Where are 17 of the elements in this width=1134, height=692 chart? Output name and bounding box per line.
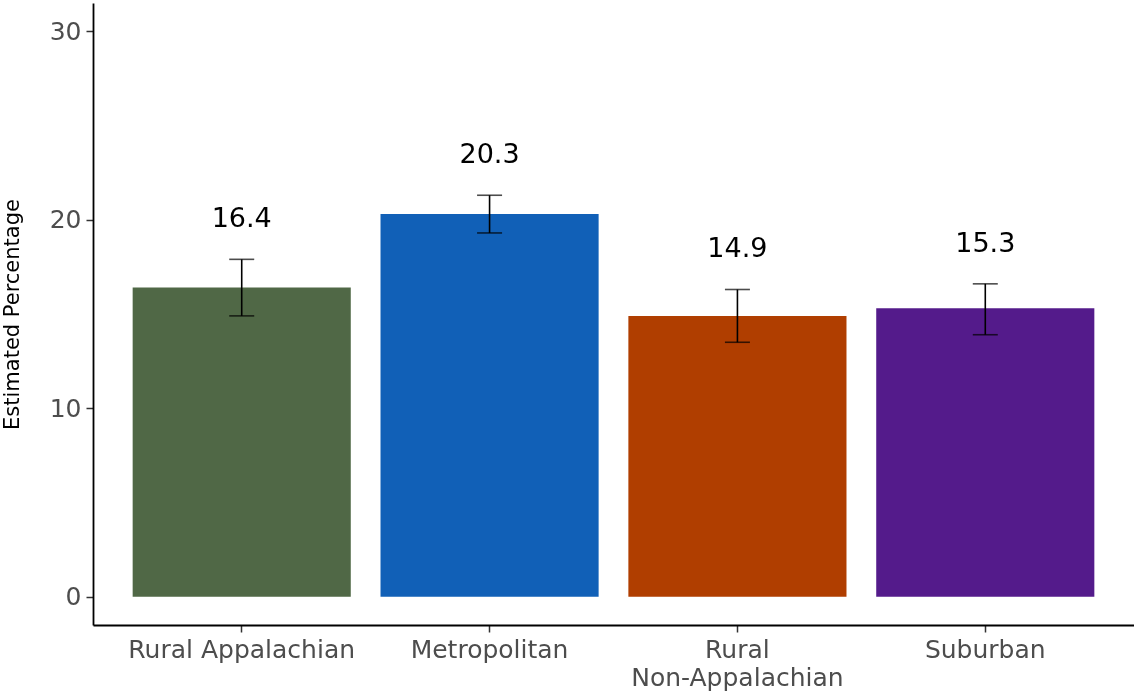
data-label: 15.3 — [955, 226, 1016, 258]
y-tick-label: 0 — [65, 582, 82, 612]
bar — [380, 214, 599, 597]
y-tick-label: 30 — [49, 16, 82, 46]
data-label: 16.4 — [211, 202, 272, 234]
y-tick-label: 20 — [49, 205, 82, 235]
data-label: 14.9 — [707, 232, 768, 264]
y-axis-title: Estimated Percentage — [0, 199, 24, 430]
y-tick-label: 10 — [49, 393, 82, 423]
x-tick-label: Suburban — [924, 634, 1046, 664]
x-tick-label: Rural Non-Appalachian — [631, 634, 844, 692]
data-label: 20.3 — [459, 138, 520, 170]
bar — [876, 308, 1095, 597]
x-tick-label: Metropolitan — [410, 634, 569, 664]
bar — [132, 287, 351, 597]
bar — [628, 315, 847, 597]
x-tick-label: Rural Appalachian — [128, 634, 356, 664]
